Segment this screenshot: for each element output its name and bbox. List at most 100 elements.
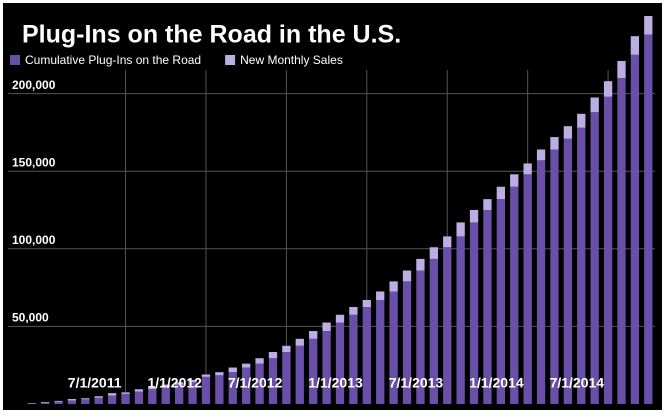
bar-segment (590, 97, 599, 113)
bar-segment (577, 113, 586, 128)
bar-segment (550, 137, 559, 150)
bar-segment (362, 300, 371, 307)
bar-segment (402, 270, 412, 282)
bar-segment (456, 222, 465, 237)
bar-segment (268, 352, 278, 359)
bar-segment (255, 363, 264, 404)
bar-segment (148, 386, 157, 390)
x-tick-label: 7/1/2012 (228, 375, 283, 391)
bar-segment (376, 300, 385, 404)
bar-segment (242, 367, 251, 404)
bar-segment (268, 358, 278, 404)
bar-segment (483, 199, 492, 210)
bar-segment (335, 322, 345, 404)
bar-segment (577, 127, 586, 404)
bar-segment (188, 382, 197, 404)
bar-segment (603, 96, 613, 404)
bar-segment (443, 247, 452, 404)
bar-segment (349, 307, 358, 315)
x-tick-label: 7/1/2011 (68, 375, 122, 391)
bar-segment (590, 112, 599, 404)
bar-segment (134, 391, 144, 404)
bar-segment (510, 174, 519, 187)
bar-segment (40, 401, 50, 403)
chart-title: Plug-Ins on the Road in the U.S. (22, 21, 401, 49)
bar-segment (107, 395, 117, 404)
bar-segment (483, 210, 492, 404)
bar-segment (40, 402, 50, 404)
bar-segment (429, 247, 438, 259)
bar-segment (563, 138, 573, 404)
bar-segment (563, 126, 573, 139)
bar-segment (322, 331, 331, 404)
x-tick-label: 7/1/2014 (550, 375, 605, 391)
bar-segment (536, 149, 546, 161)
bar-segment (389, 281, 398, 292)
bar-segment (617, 61, 626, 79)
bar-segment (148, 389, 157, 404)
bar-segment (174, 382, 184, 385)
bar-segment (94, 397, 103, 404)
bar-segment (188, 379, 197, 383)
bar-segment (201, 374, 211, 377)
legend-label: New Monthly Sales (240, 53, 343, 67)
bar-segment (282, 345, 291, 353)
legend-label: Cumulative Plug-Ins on the Road (25, 53, 201, 67)
bar-segment (644, 16, 653, 35)
bar-segment (322, 322, 331, 332)
bar-segment (295, 345, 304, 404)
bar-segment (309, 338, 318, 404)
y-tick-label: 50,000 (12, 311, 49, 325)
bar-segment (134, 389, 144, 392)
x-tick-label: 1/1/2013 (308, 375, 363, 391)
bar-segment (295, 338, 304, 346)
bar-segment (469, 210, 479, 223)
bar-segment (242, 363, 251, 368)
bar-segment (510, 186, 519, 404)
bar-segment (215, 375, 224, 404)
bar-segment (201, 376, 211, 404)
bar-segment (228, 367, 237, 373)
bar-segment (617, 78, 626, 404)
bar-segment (630, 54, 640, 405)
bar-segment (523, 163, 532, 175)
y-tick-label: 100,000 (12, 233, 56, 247)
bar-segment (389, 291, 398, 404)
bar-segment (644, 34, 653, 405)
bar-segment (121, 393, 130, 404)
bar-segment (81, 398, 90, 400)
x-tick-label: 1/1/2012 (147, 375, 202, 391)
bar-segment (536, 160, 546, 404)
bar-segment (376, 291, 385, 301)
bar-segment (81, 399, 90, 404)
x-tick-label: 7/1/2013 (389, 375, 444, 391)
bar-segment (255, 358, 264, 364)
bar-segment (107, 393, 117, 396)
bar-segment (416, 270, 425, 404)
bar-segment (228, 372, 237, 404)
bar-segment (174, 384, 184, 404)
bar-segment (349, 314, 358, 404)
bar-segment (456, 236, 465, 404)
bar-segment (443, 236, 452, 248)
bar-segment (54, 401, 63, 404)
legend-swatch (10, 55, 20, 65)
bar-segment (496, 199, 506, 404)
bar-segment (309, 331, 318, 339)
bar-segment (630, 36, 640, 55)
bar-segment (161, 384, 170, 387)
bar-segment (523, 174, 532, 404)
bar-segment (416, 258, 425, 271)
bar-segment (603, 81, 613, 97)
bar-segment (94, 396, 103, 398)
bar-segment (161, 386, 170, 404)
bar-segment (121, 392, 130, 394)
bar-segment (335, 314, 345, 323)
bar-segment (215, 372, 224, 376)
y-tick-label: 150,000 (12, 155, 56, 169)
bar-segment (67, 400, 77, 404)
bar-segment (282, 352, 291, 404)
y-tick-label: 200,000 (12, 78, 56, 92)
bar-segment (496, 186, 506, 200)
